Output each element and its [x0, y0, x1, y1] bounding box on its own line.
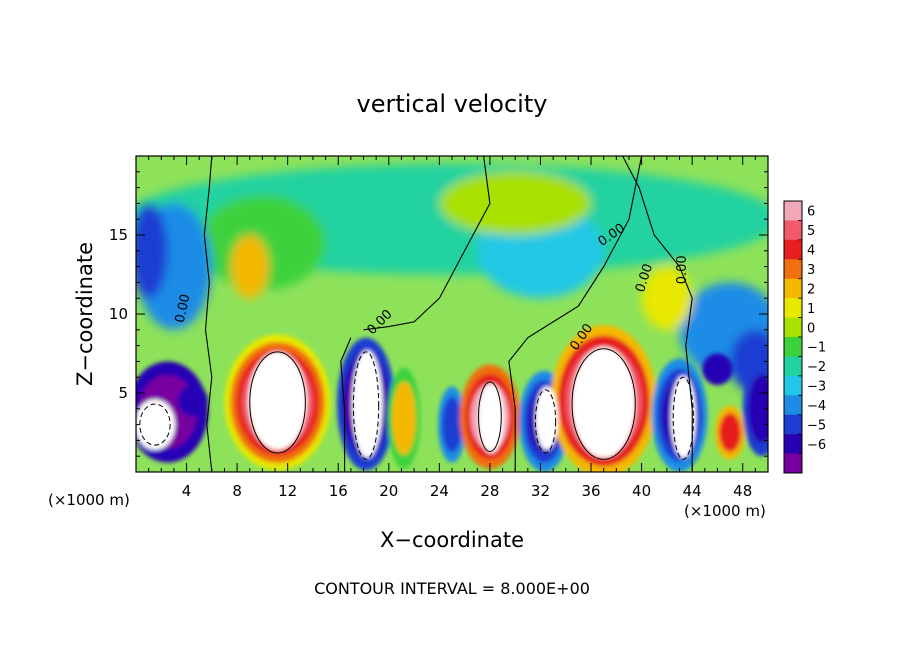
- plot-area: 0.00 0.00 0.000.000.00 0.00 4 8 12 16 20 24 28 32 3…: [109, 155, 769, 500]
- colorbar-label: 0: [807, 321, 815, 336]
- x-tick-label: 36: [581, 482, 600, 500]
- colorbar-swatch: [784, 278, 802, 299]
- colorbar-swatch: [784, 259, 802, 280]
- colorbar: 6 5 4 3 2 1 0 −1 −2 −3 −4 −5 −6: [783, 200, 826, 474]
- colorbar-swatch: [784, 201, 802, 221]
- colorbar-label: −4: [807, 399, 826, 414]
- colorbar-swatch: [784, 414, 802, 435]
- colorbar-swatch: [784, 356, 802, 377]
- x-tick-label: 24: [430, 482, 449, 500]
- x-tick-label: 48: [733, 482, 752, 500]
- x-tick-label: 8: [232, 482, 242, 500]
- colorbar-swatch: [784, 375, 802, 396]
- y-axis: 5 10 15: [109, 171, 768, 457]
- colorbar-label: −1: [807, 341, 826, 356]
- colorbar-swatch: [784, 220, 802, 241]
- x-unit-left: (×1000 m): [48, 491, 130, 509]
- colorbar-label: 1: [807, 302, 815, 317]
- colorbar-swatch: [784, 239, 802, 260]
- colorbar-label: 4: [807, 244, 815, 259]
- colorbar-swatch: [784, 434, 802, 454]
- colorbar-label: 6: [807, 205, 815, 220]
- y-axis-label: Z−coordinate: [73, 242, 97, 386]
- contour-interval-note: CONTOUR INTERVAL = 8.000E+00: [314, 579, 590, 598]
- x-tick-label: 12: [278, 482, 297, 500]
- colorbar-swatch: [784, 337, 802, 357]
- x-axis-label: X−coordinate: [380, 528, 524, 552]
- colorbar-label: 5: [807, 224, 815, 239]
- contour-lines: [139, 156, 694, 472]
- contour-label: 0.00: [173, 293, 194, 324]
- contour-label: 0.00: [675, 255, 690, 284]
- y-tick-label: 10: [109, 305, 128, 323]
- y-tick-label: 5: [118, 384, 128, 402]
- x-tick-label: 28: [480, 482, 499, 500]
- colorbar-swatch: [784, 317, 802, 338]
- x-tick-label: 44: [683, 482, 702, 500]
- x-tick-label: 16: [329, 482, 348, 500]
- x-axis: 4 8 12 16 20 24 28 32 36 40 44 48: [148, 156, 756, 500]
- colorbar-label: 2: [807, 282, 815, 297]
- colorbar-label: −5: [807, 418, 826, 433]
- colorbar-swatch: [784, 298, 802, 318]
- x-tick-label: 40: [632, 482, 651, 500]
- colorbar-label: −3: [807, 380, 826, 395]
- x-tick-label: 32: [531, 482, 550, 500]
- colorbar-label: −6: [807, 438, 826, 453]
- x-tick-label: 4: [182, 482, 192, 500]
- velocity-field: [136, 163, 768, 472]
- chart-title: vertical velocity: [357, 90, 548, 118]
- colorbar-swatch: [784, 395, 802, 416]
- y-tick-label: 15: [109, 226, 128, 244]
- x-tick-label: 20: [379, 482, 398, 500]
- colorbar-label: 3: [807, 263, 815, 278]
- x-unit-right: (×1000 m): [684, 502, 766, 520]
- colorbar-label: −2: [807, 360, 826, 375]
- colorbar-swatch: [784, 453, 802, 474]
